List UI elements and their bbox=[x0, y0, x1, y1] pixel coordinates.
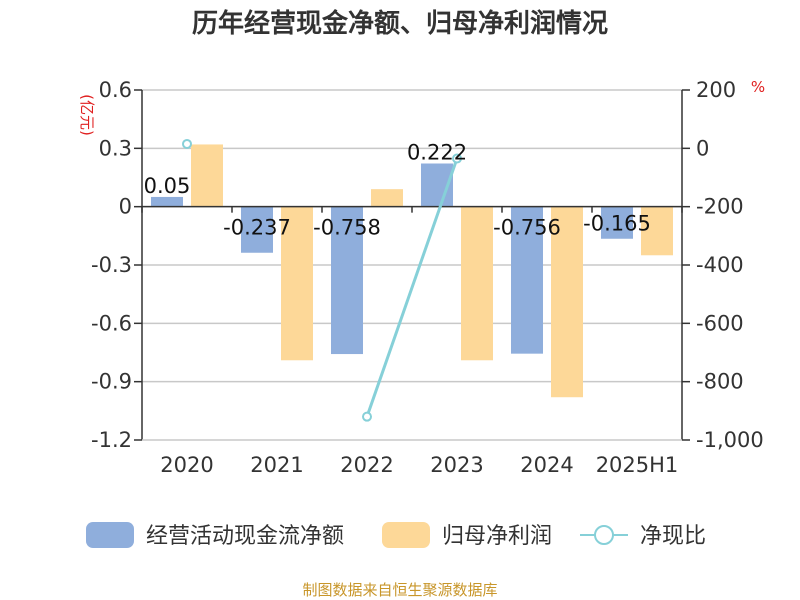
x-tick-label: 2024 bbox=[520, 453, 573, 477]
netprofit-bar bbox=[461, 206, 493, 361]
right-tick-label: -800 bbox=[696, 370, 744, 394]
x-axis-ticks: 2020 2021 2022 2023 2024 2025H1 bbox=[160, 453, 678, 477]
netprofit-bar bbox=[641, 206, 673, 256]
netprofit-bar bbox=[551, 206, 583, 398]
left-tick-label: -0.6 bbox=[91, 311, 132, 335]
cashflow-bar bbox=[241, 206, 273, 253]
cashflow-bar bbox=[151, 196, 183, 207]
ratio-point bbox=[362, 411, 372, 422]
line-series bbox=[182, 138, 462, 422]
x-tick-label: 2023 bbox=[430, 453, 483, 477]
legend-label-netprofit: 归母净利润 bbox=[442, 524, 552, 549]
legend-label-ratio: 净现比 bbox=[640, 524, 706, 549]
x-tick-label: 2020 bbox=[160, 453, 213, 477]
bar-series bbox=[151, 144, 673, 398]
legend-swatch-netprofit bbox=[382, 522, 430, 548]
data-labels: 0.05 -0.237 -0.758 0.222 -0.756 -0.165 bbox=[144, 141, 651, 240]
ratio-point bbox=[182, 138, 192, 149]
ratio-line-segment bbox=[365, 158, 459, 418]
x-tick-label: 2025H1 bbox=[596, 453, 679, 477]
netprofit-bar bbox=[191, 144, 223, 207]
right-tick-label: 0 bbox=[696, 136, 709, 160]
cashflow-bar bbox=[511, 206, 543, 354]
right-tick-label: -200 bbox=[696, 195, 744, 219]
right-tick-label: -1,000 bbox=[696, 428, 764, 452]
axes bbox=[141, 90, 683, 441]
x-tick-label: 2021 bbox=[250, 453, 303, 477]
left-tick-label: -0.3 bbox=[91, 253, 132, 277]
left-tick-label: 0.3 bbox=[99, 136, 132, 160]
legend-label-cashflow: 经营活动现金流净额 bbox=[146, 524, 344, 549]
right-tick-label: 200 bbox=[696, 78, 736, 102]
netprofit-bar bbox=[371, 189, 403, 207]
right-tick-label: -600 bbox=[696, 311, 744, 335]
right-tick-label: -400 bbox=[696, 253, 744, 277]
cashflow-data-label: -0.758 bbox=[313, 216, 381, 240]
right-axis-ticks: 200 0 -200 -400 -600 -800 -1,000 bbox=[682, 78, 764, 452]
netprofit-bar bbox=[281, 206, 313, 361]
left-tick-label: 0.6 bbox=[99, 78, 132, 102]
right-axis-unit: % bbox=[751, 78, 765, 96]
cashflow-bar bbox=[601, 206, 633, 239]
cashflow-data-label: -0.165 bbox=[583, 212, 651, 236]
cashflow-data-label: 0.05 bbox=[144, 174, 191, 198]
source-note: 制图数据来自恒生聚源数据库 bbox=[302, 581, 497, 599]
left-axis-ticks: 0.6 0.3 0 -0.3 -0.6 -0.9 -1.2 bbox=[91, 78, 142, 452]
ratio-point bbox=[452, 153, 462, 164]
left-tick-label: -1.2 bbox=[91, 428, 132, 452]
cashflow-data-label: -0.756 bbox=[493, 216, 561, 240]
legend-swatch-cashflow bbox=[86, 522, 134, 548]
x-tick-label: 2022 bbox=[340, 453, 393, 477]
legend-marker-ratio bbox=[594, 525, 614, 545]
cashflow-data-label: 0.222 bbox=[407, 141, 467, 165]
left-axis-unit: (亿元) bbox=[78, 94, 96, 136]
left-tick-label: -0.9 bbox=[91, 370, 132, 394]
left-tick-label: 0 bbox=[119, 195, 132, 219]
legend: 经营活动现金流净额 归母净利润 净现比 bbox=[86, 522, 706, 549]
cashflow-bar bbox=[331, 206, 363, 355]
cashflow-data-label: -0.237 bbox=[223, 216, 291, 240]
chart-title: 历年经营现金净额、归母净利润情况 bbox=[192, 8, 608, 39]
